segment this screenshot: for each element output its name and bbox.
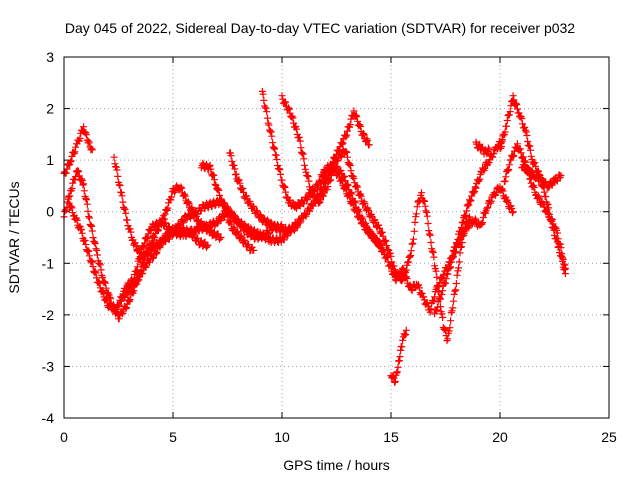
series-6 (197, 159, 258, 255)
y-tick-label: 1 (46, 152, 54, 168)
data-point-markers (385, 189, 473, 345)
series-14 (431, 183, 517, 318)
y-tick-label: -4 (42, 410, 55, 426)
y-tick-labels: -4 -3 -2 -1 0 1 2 3 (42, 49, 55, 426)
x-tick-label: 25 (601, 429, 617, 445)
series-11 (387, 326, 410, 386)
series-8 (258, 87, 373, 212)
y-tick-label: -3 (42, 358, 55, 374)
series-4 (110, 153, 286, 263)
data-point-markers (110, 153, 286, 263)
data-point-markers (226, 149, 301, 236)
data-point-markers (258, 87, 373, 212)
y-tick-label: -2 (42, 307, 55, 323)
data-point-markers (278, 92, 393, 254)
series-9 (278, 92, 393, 254)
series-7 (226, 149, 301, 236)
x-tick-label: 0 (60, 429, 68, 445)
series-10 (317, 161, 386, 252)
y-tick-label: 3 (46, 49, 54, 65)
data-point-markers (431, 183, 517, 318)
data-point-markers (472, 138, 493, 158)
series-12 (385, 189, 473, 345)
y-axis-label: SDTVAR / TECUs (6, 181, 22, 293)
data-point-markers (387, 326, 410, 386)
data-point-markers (117, 223, 212, 305)
data-point-markers (197, 159, 258, 255)
y-tick-label: 2 (46, 101, 54, 117)
plot-frame (63, 56, 610, 419)
x-tick-label: 10 (274, 429, 290, 445)
series-18 (518, 161, 565, 192)
x-axis-label: GPS time / hours (283, 457, 390, 473)
y-tick-label: -1 (42, 255, 55, 271)
data-point-markers (518, 161, 565, 192)
y-tick-label: 0 (46, 204, 54, 220)
x-tick-labels: 0 5 10 15 20 25 (60, 429, 617, 445)
x-tick-label: 5 (169, 429, 177, 445)
chart-title: Day 045 of 2022, Sidereal Day-to-day VTE… (65, 20, 575, 36)
x-tick-label: 20 (492, 429, 508, 445)
series-15 (472, 138, 493, 158)
data-point-markers (317, 161, 386, 252)
data-points (60, 87, 569, 386)
series-17 (500, 140, 569, 272)
x-tick-label: 15 (383, 429, 399, 445)
series-5 (117, 223, 212, 305)
data-point-markers (500, 140, 569, 272)
